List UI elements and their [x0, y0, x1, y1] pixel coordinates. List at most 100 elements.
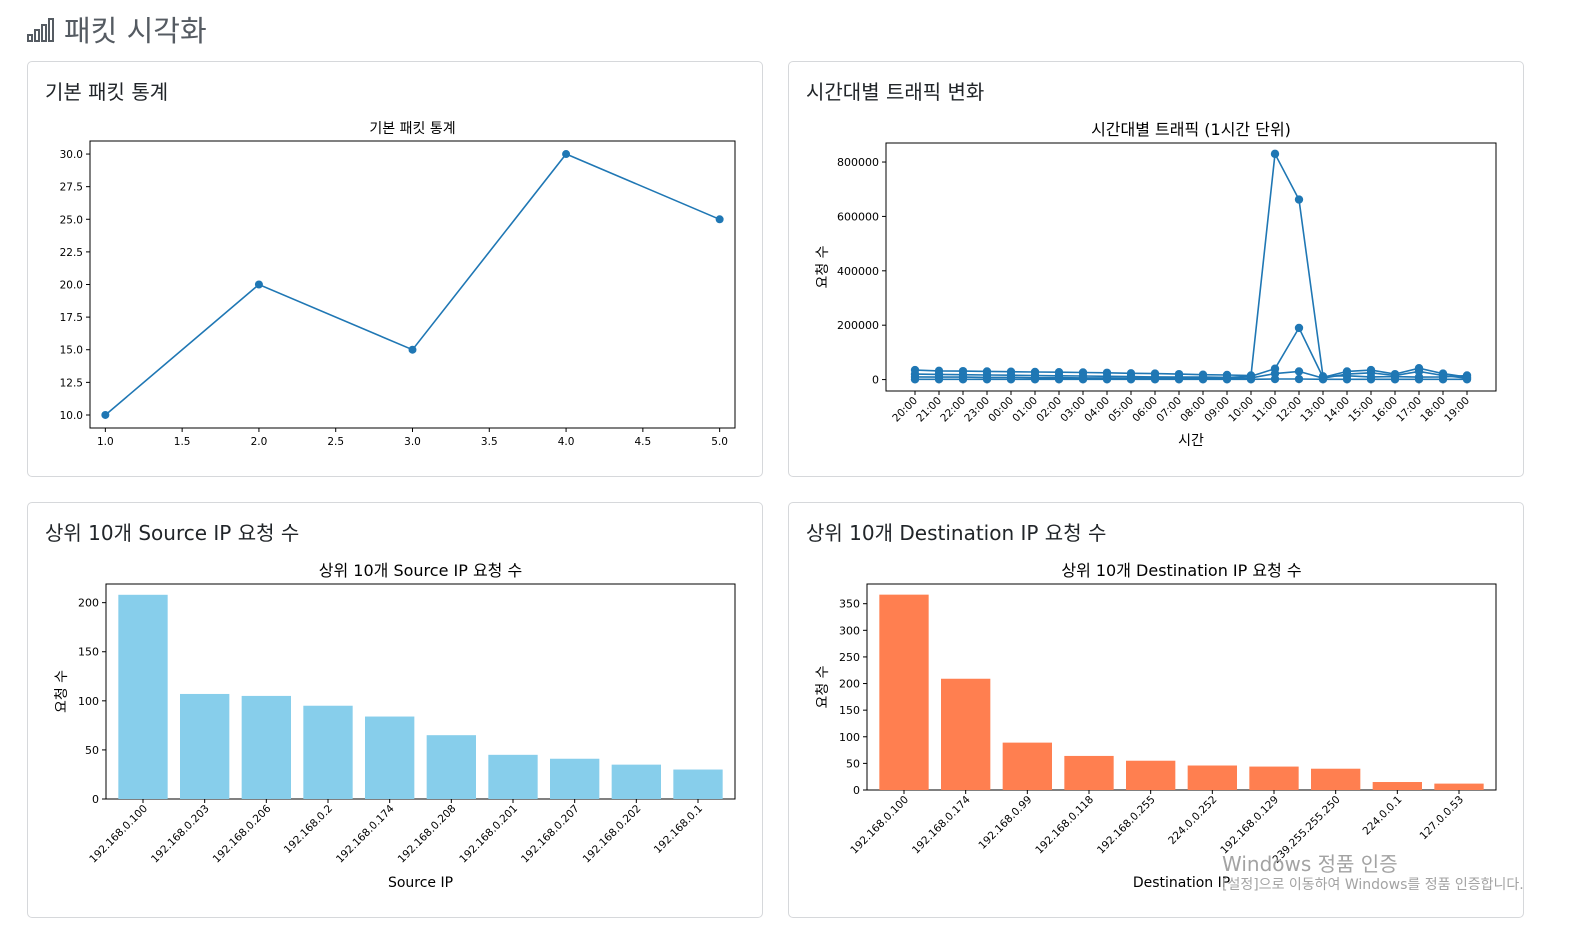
data-point: [1102, 375, 1112, 384]
bar: [1002, 742, 1052, 790]
x-tick-label: 1.5: [174, 436, 191, 448]
chart-title: 기본 패킷 통계: [369, 121, 455, 137]
y-tick-label: 20.0: [60, 280, 83, 292]
y-tick-label: 100: [839, 731, 860, 744]
x-tick-label: 192.168.0.129: [1218, 794, 1281, 857]
x-tick-label: 05:00: [1106, 395, 1136, 425]
data-point: [1270, 149, 1280, 159]
data-point: [715, 215, 724, 224]
bar-chart-icon: [27, 18, 54, 42]
x-tick-label: 127.0.0.53: [1417, 794, 1466, 843]
bar: [488, 754, 538, 799]
x-tick-label: 192.168.0.1: [652, 803, 705, 856]
x-tick-label: 15:00: [1346, 395, 1376, 425]
x-tick-label: 2.5: [327, 436, 344, 448]
x-tick-label: 192.168.0.206: [211, 802, 274, 865]
x-tick-label: 4.0: [558, 436, 575, 448]
chart-card-hourly-traffic: 시간대별 트래픽 변화 시간대별 트래픽 (1시간 단위) 0 200000 4000…: [788, 61, 1524, 477]
top-destination-ip-bar-chart: 상위 10개 Destination IP 요청 수 0 50 100 150 200 25…: [815, 561, 1497, 891]
top-source-ip-bar-chart: 상위 10개 Source IP 요청 수 0 50 100 150 200 요청 수 Sou…: [54, 561, 736, 891]
card-title: 기본 패킷 통계: [45, 80, 169, 104]
y-tick-label: 27.5: [60, 182, 83, 194]
y-tick-label: 200000: [837, 319, 879, 332]
hourly-traffic-line-chart: 시간대별 트래픽 (1시간 단위) 0 200000 400000 600000 8000…: [815, 120, 1497, 449]
x-tick-label: 00:00: [986, 395, 1016, 425]
data-point: [1006, 375, 1016, 384]
y-tick-label: 30.0: [60, 149, 83, 161]
x-tick-label: 21:00: [914, 395, 944, 425]
data-point: [1318, 375, 1328, 384]
x-tick-label: 192.168.0.174: [334, 802, 397, 865]
x-tick-label: 4.5: [635, 436, 652, 448]
data-point: [1246, 375, 1256, 384]
x-axis-label: Source IP: [388, 875, 453, 891]
bar: [941, 678, 991, 790]
x-tick-label: 16:00: [1370, 395, 1400, 425]
x-tick-label: 3.5: [481, 436, 498, 448]
x-tick-label: 23:00: [962, 395, 992, 425]
bar: [303, 705, 353, 799]
chart-card-basic-stats: 기본 패킷 통계 기본 패킷 통계 10.0 12.5 15.0 17.5 20.0 22.…: [27, 61, 763, 477]
y-tick-label: 100: [78, 695, 99, 708]
bar: [1249, 766, 1299, 790]
x-tick-label: 192.168.0.174: [910, 793, 973, 856]
x-tick-label: 14:00: [1322, 395, 1352, 425]
y-tick-label: 50: [85, 744, 99, 757]
bar: [1434, 783, 1484, 790]
bar: [426, 735, 476, 799]
y-tick-label: 350: [839, 598, 860, 611]
x-tick-label: 13:00: [1298, 395, 1328, 425]
x-axis-label: Destination IP: [1133, 875, 1230, 891]
y-tick-label: 22.5: [60, 247, 83, 259]
bar: [879, 594, 929, 790]
data-point: [958, 375, 968, 384]
x-tick-label: 19:00: [1442, 395, 1472, 425]
x-tick-label: 18:00: [1418, 395, 1448, 425]
x-axis-label: 시간: [1178, 433, 1204, 449]
y-tick-label: 200: [78, 597, 99, 610]
bar: [1187, 765, 1237, 790]
x-tick-label: 08:00: [1178, 395, 1208, 425]
data-point: [1294, 374, 1304, 384]
x-tick-label: 192.168.0.100: [848, 794, 911, 857]
data-point: [1126, 375, 1136, 384]
y-axis-label: 요청 수: [815, 665, 831, 708]
page-title: 패킷 시각화: [64, 14, 207, 48]
bar: [673, 769, 723, 799]
card-title: 시간대별 트래픽 변화: [806, 80, 985, 104]
bar: [611, 764, 661, 799]
data-point: [982, 375, 992, 384]
x-tick-label: 192.168.0.203: [149, 803, 212, 866]
data-point: [1366, 368, 1376, 377]
x-tick-label: 192.168.0.207: [519, 803, 582, 866]
chart-card-top-source-ip: 상위 10개 Source IP 요청 수 상위 10개 Source IP 요…: [27, 502, 763, 918]
x-tick-label: 01:00: [1010, 395, 1040, 425]
data-point: [1390, 375, 1400, 384]
bar: [1064, 755, 1114, 790]
windows-activation-watermark: Windows 정품 인증 [설정]으로 이동하여 Windows를 정품 인증…: [1222, 852, 1524, 895]
data-point: [408, 345, 417, 354]
y-tick-label: 300: [839, 624, 860, 637]
series-line: [914, 326, 1468, 379]
x-tick-label: 224.0.0.252: [1166, 794, 1219, 847]
x-tick-label: 1.0: [97, 436, 114, 448]
y-tick-label: 0: [872, 374, 879, 387]
y-tick-label: 800000: [837, 156, 879, 169]
x-tick-label: 192.168.0.255: [1095, 794, 1158, 857]
y-tick-label: 200: [839, 678, 860, 691]
x-tick-label: 3.0: [404, 436, 421, 448]
data-point: [1054, 375, 1064, 384]
x-tick-label: 12:00: [1274, 395, 1304, 425]
chart-title: 시간대별 트래픽 (1시간 단위): [1091, 120, 1291, 139]
data-point: [1294, 367, 1304, 376]
y-axis-label: 요청 수: [54, 670, 70, 713]
bar: [1126, 760, 1176, 790]
x-tick-label: 224.0.0.1: [1361, 794, 1405, 838]
x-tick-label: 5.0: [711, 436, 728, 448]
data-point: [1294, 323, 1304, 333]
y-tick-label: 150: [78, 646, 99, 659]
y-tick-label: 17.5: [60, 312, 83, 324]
bar: [118, 594, 168, 799]
x-tick-label: 192.168.0.118: [1033, 794, 1096, 857]
data-point: [910, 375, 920, 384]
